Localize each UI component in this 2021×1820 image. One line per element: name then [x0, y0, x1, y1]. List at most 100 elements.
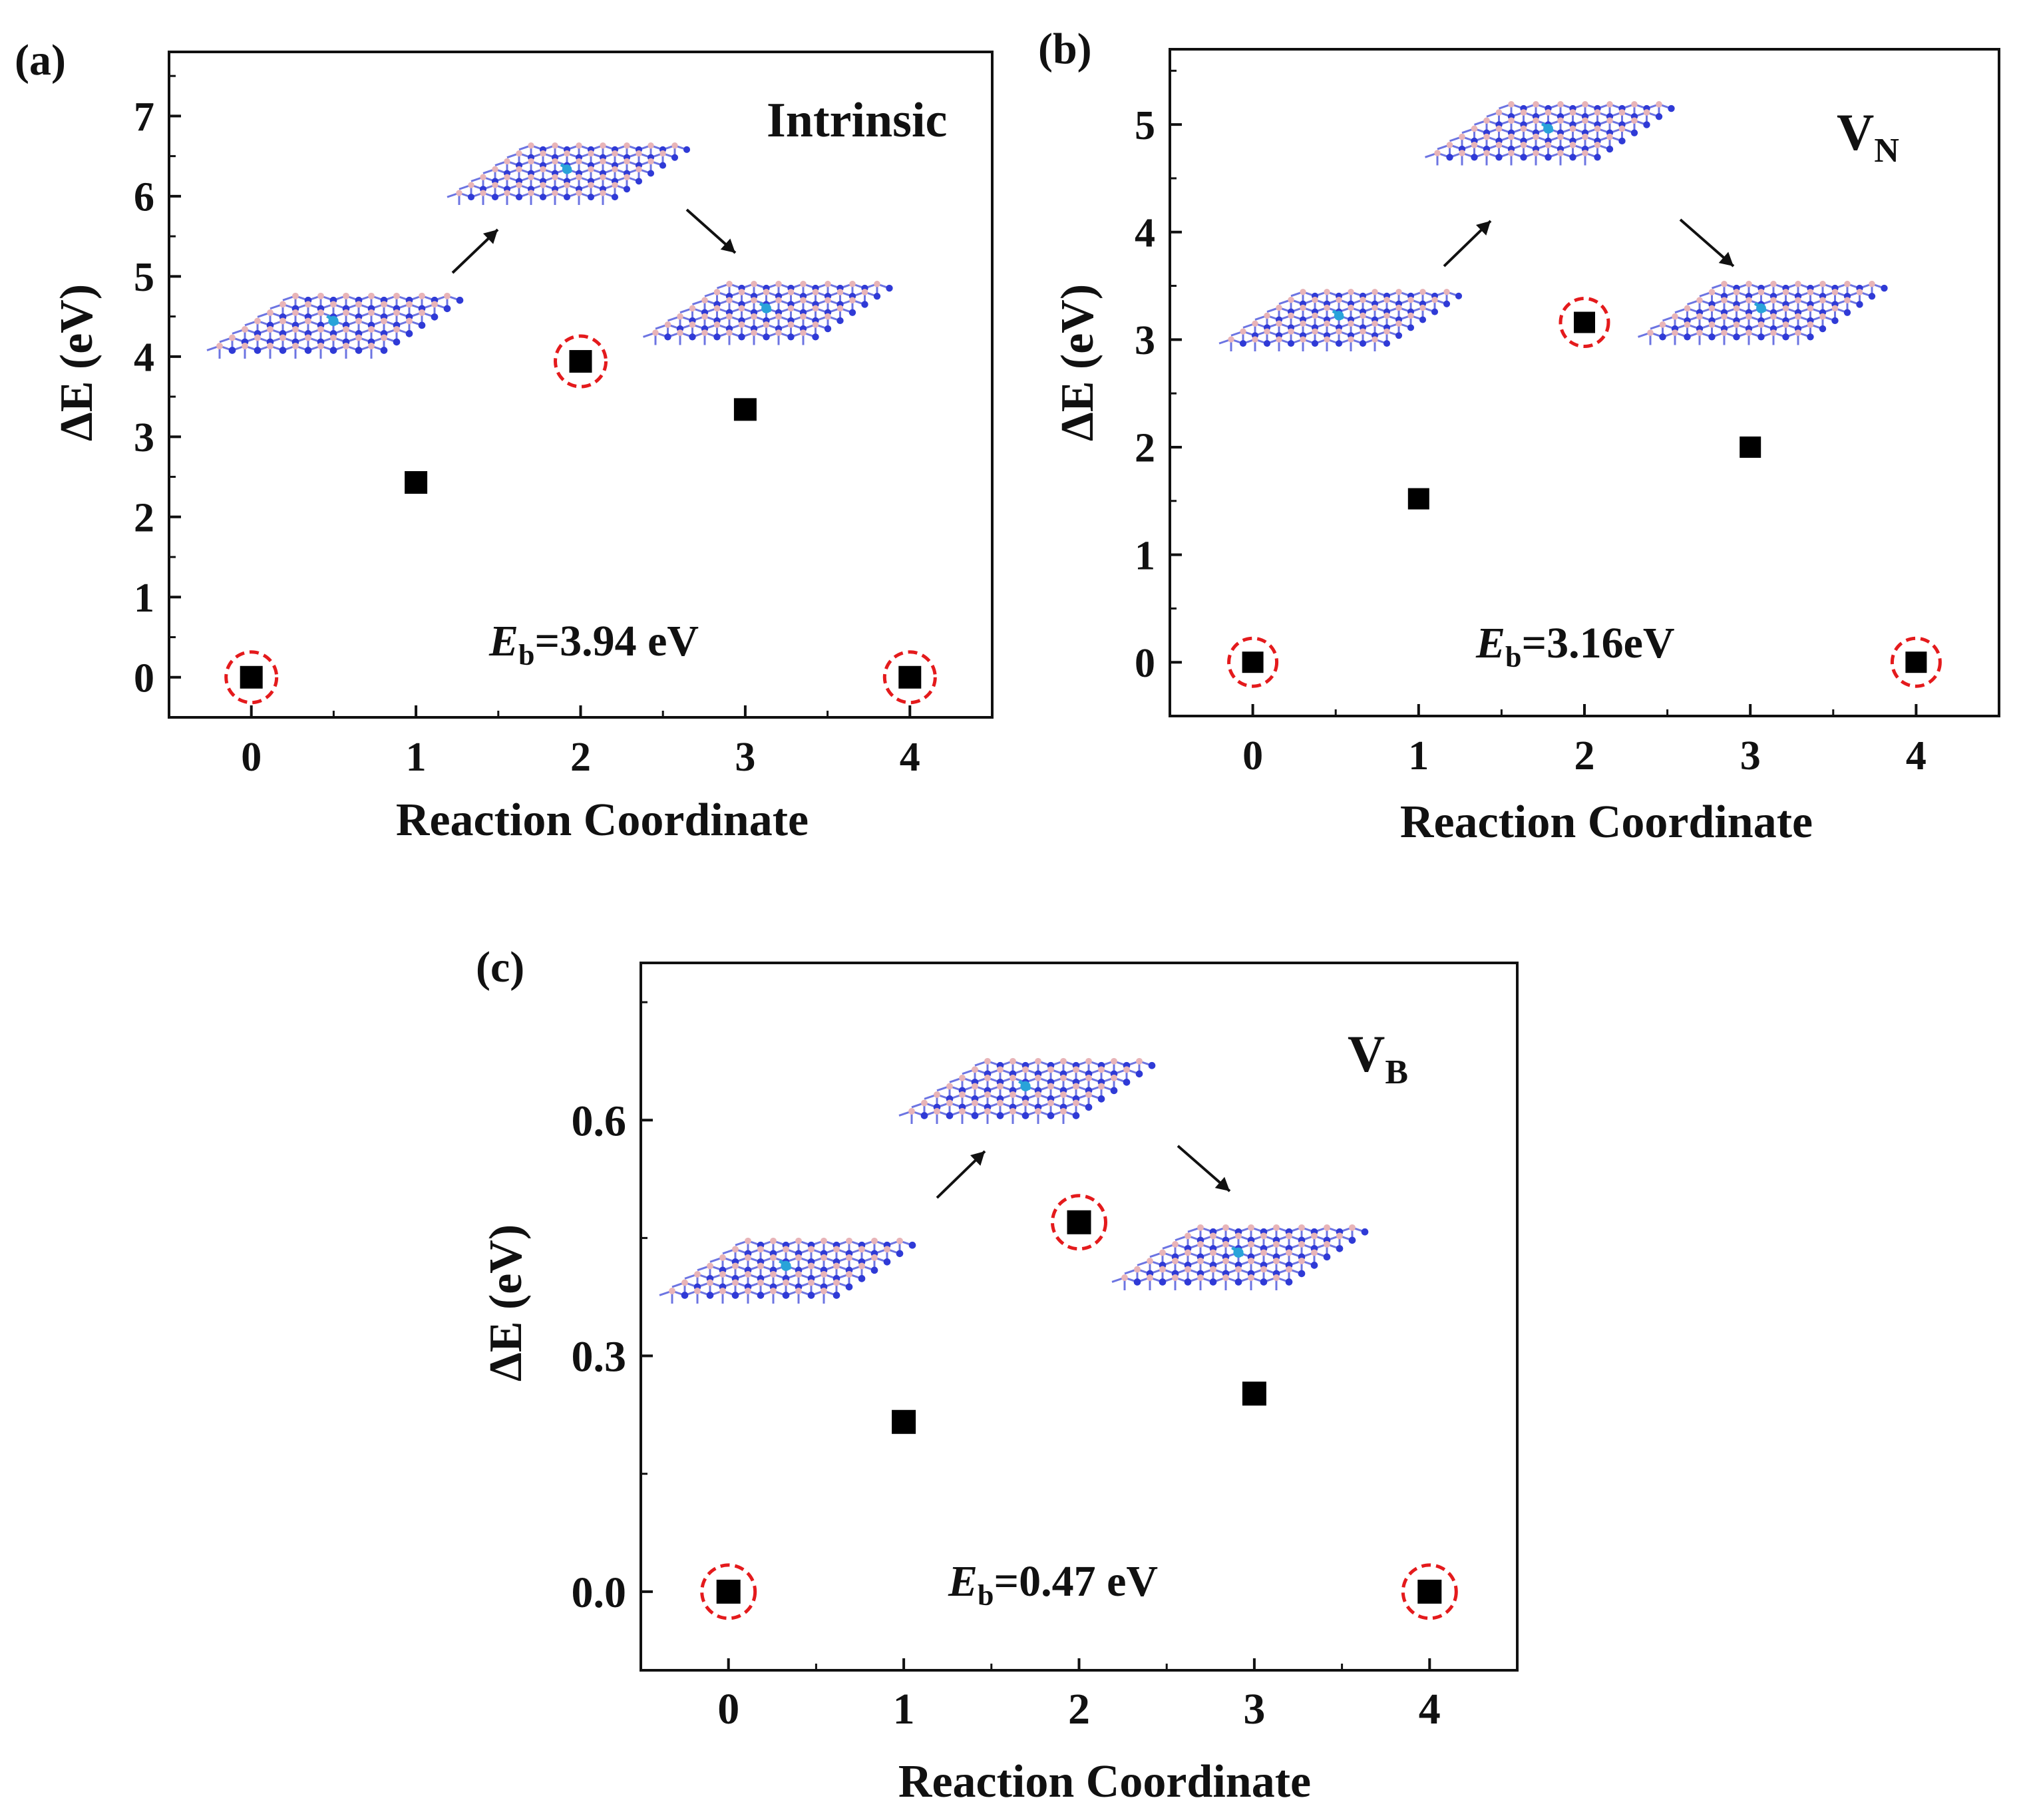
- panel-b-eb-symbol: E: [1475, 619, 1505, 667]
- boron-atom: [783, 1279, 789, 1286]
- boron-atom: [997, 1099, 1004, 1107]
- boron-atom: [681, 1279, 688, 1286]
- boron-atom: [664, 321, 671, 328]
- boron-atom: [1471, 125, 1478, 132]
- panel-c-system-label: VB: [1348, 1025, 1408, 1091]
- nitrogen-atom: [836, 317, 844, 325]
- boron-atom: [659, 150, 666, 157]
- nitrogen-atom: [431, 313, 439, 321]
- boron-atom: [1047, 1099, 1054, 1107]
- boron-atom: [1197, 1224, 1204, 1231]
- initial-structure-atoms: [1228, 289, 1463, 347]
- boron-atom: [1300, 336, 1306, 343]
- panel-b-x-tick-label: 1: [1408, 733, 1429, 779]
- panel-c-x-axis-label: Reaction Coordinate: [898, 1756, 1311, 1807]
- boron-atom: [1123, 1066, 1130, 1073]
- transition-structure: [447, 142, 691, 205]
- boron-atom: [381, 334, 387, 341]
- panel-a-y-tick-label: 6: [134, 175, 154, 220]
- boron-atom: [738, 321, 745, 328]
- panel-b-x-tick-label: 0: [1242, 733, 1263, 779]
- nitrogen-atom: [861, 301, 868, 308]
- boron-atom: [1520, 141, 1527, 148]
- boron-atom: [1260, 1232, 1267, 1240]
- transition-structure-atoms: [456, 142, 691, 201]
- boron-atom: [908, 1108, 915, 1115]
- panel-c-x-tick-label: 2: [1068, 1685, 1090, 1733]
- boron-atom: [1594, 125, 1601, 132]
- boron-atom: [1260, 1266, 1267, 1273]
- boron-atom: [1210, 1266, 1216, 1273]
- panel-c-eb-value: =0.47 eV: [994, 1557, 1159, 1606]
- boron-atom: [1618, 109, 1626, 116]
- boron-atom: [1348, 320, 1354, 327]
- boron-atom: [1495, 125, 1503, 132]
- boron-atom: [431, 301, 438, 308]
- boron-atom: [719, 1254, 726, 1261]
- boron-atom: [1172, 1257, 1179, 1264]
- boron-atom: [1643, 109, 1650, 116]
- boron-atom: [812, 321, 819, 328]
- nitrogen-atom: [623, 186, 631, 193]
- boron-atom: [624, 158, 630, 165]
- boron-atom: [292, 292, 299, 299]
- nitrogen-atom: [1819, 325, 1827, 333]
- boron-atom: [1495, 141, 1503, 148]
- defect-atom: [1543, 123, 1553, 134]
- boron-atom: [1197, 1257, 1204, 1264]
- boron-atom: [279, 334, 286, 341]
- boron-atom: [984, 1074, 991, 1081]
- nitrogen-atom: [1831, 317, 1839, 325]
- boron-atom: [825, 280, 831, 287]
- nitrogen-atom: [1323, 1253, 1331, 1261]
- nitrogen-atom: [1209, 1278, 1217, 1286]
- boron-atom: [770, 1270, 777, 1278]
- panel-b-y-tick-label: 2: [1135, 426, 1155, 471]
- boron-atom: [1222, 1274, 1229, 1281]
- nitrogen-atom: [611, 194, 619, 201]
- nitrogen-atom: [832, 1292, 840, 1299]
- boron-atom: [874, 280, 880, 287]
- boron-atom: [846, 1237, 852, 1244]
- boron-atom: [726, 297, 733, 303]
- boron-atom: [1557, 100, 1564, 108]
- nitrogen-atom: [731, 1292, 739, 1299]
- boron-atom: [216, 343, 223, 349]
- boron-atom: [368, 325, 375, 333]
- boron-atom: [1312, 296, 1318, 303]
- panel-c-y-tick-label: 0.0: [572, 1568, 627, 1617]
- panel-c-x-tick-label: 3: [1243, 1685, 1265, 1733]
- boron-atom: [444, 292, 451, 299]
- panel-a-data-point: [733, 398, 757, 421]
- boron-atom: [713, 305, 721, 312]
- boron-atom: [1288, 296, 1294, 303]
- boron-atom: [1483, 117, 1490, 124]
- nitrogen-atom: [393, 338, 401, 346]
- boron-atom: [492, 182, 498, 188]
- boron-atom: [701, 297, 708, 303]
- panel-c-highlight-circle: [700, 1563, 757, 1620]
- boron-atom: [787, 289, 795, 295]
- boron-atom: [787, 321, 795, 328]
- defect-atom: [562, 164, 572, 174]
- nitrogen-atom: [1471, 154, 1478, 161]
- boron-atom: [1300, 320, 1306, 327]
- boron-atom: [1235, 1232, 1242, 1240]
- panel-c-y-tick-label: 0.6: [572, 1097, 627, 1145]
- boron-atom: [600, 142, 606, 149]
- boron-atom: [770, 1288, 777, 1294]
- nitrogen-atom: [1606, 145, 1614, 153]
- panel-b-data-point: [1740, 436, 1761, 458]
- boron-atom: [846, 1270, 852, 1278]
- panel-b-y-tick-label: 5: [1135, 103, 1155, 148]
- nitrogen-atom: [1643, 121, 1650, 128]
- boron-atom: [896, 1237, 903, 1244]
- boron-atom: [1557, 150, 1564, 156]
- nitrogen-atom: [647, 170, 655, 177]
- boron-atom: [1060, 1057, 1067, 1065]
- boron-atom: [775, 280, 782, 287]
- boron-atom: [1684, 321, 1691, 328]
- boron-atom: [689, 321, 696, 328]
- boron-atom: [1557, 117, 1564, 124]
- boron-atom: [1336, 1232, 1343, 1240]
